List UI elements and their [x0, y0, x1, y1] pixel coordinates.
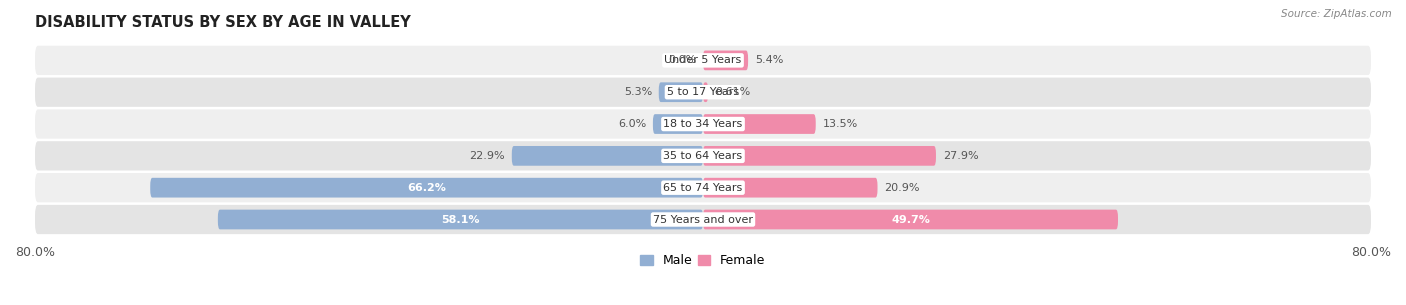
FancyBboxPatch shape	[703, 210, 1118, 229]
Text: 18 to 34 Years: 18 to 34 Years	[664, 119, 742, 129]
Text: 5.3%: 5.3%	[624, 87, 652, 97]
Text: 35 to 64 Years: 35 to 64 Years	[664, 151, 742, 161]
FancyBboxPatch shape	[218, 210, 703, 229]
Text: 66.2%: 66.2%	[408, 183, 446, 193]
FancyBboxPatch shape	[150, 178, 703, 198]
Text: 5.4%: 5.4%	[755, 56, 783, 65]
Text: 5 to 17 Years: 5 to 17 Years	[666, 87, 740, 97]
Text: 6.0%: 6.0%	[619, 119, 647, 129]
Text: 13.5%: 13.5%	[823, 119, 858, 129]
FancyBboxPatch shape	[35, 173, 1371, 202]
Text: DISABILITY STATUS BY SEX BY AGE IN VALLEY: DISABILITY STATUS BY SEX BY AGE IN VALLE…	[35, 15, 411, 30]
FancyBboxPatch shape	[35, 46, 1371, 75]
Text: 58.1%: 58.1%	[441, 214, 479, 224]
Text: 75 Years and over: 75 Years and over	[652, 214, 754, 224]
FancyBboxPatch shape	[35, 77, 1371, 107]
Text: 22.9%: 22.9%	[470, 151, 505, 161]
Text: 0.61%: 0.61%	[714, 87, 749, 97]
FancyBboxPatch shape	[35, 205, 1371, 234]
Text: 27.9%: 27.9%	[942, 151, 979, 161]
FancyBboxPatch shape	[703, 82, 709, 102]
FancyBboxPatch shape	[652, 114, 703, 134]
FancyBboxPatch shape	[703, 178, 877, 198]
Text: 0.0%: 0.0%	[668, 56, 696, 65]
Text: Under 5 Years: Under 5 Years	[665, 56, 741, 65]
FancyBboxPatch shape	[512, 146, 703, 166]
FancyBboxPatch shape	[659, 82, 703, 102]
FancyBboxPatch shape	[35, 109, 1371, 139]
FancyBboxPatch shape	[703, 146, 936, 166]
FancyBboxPatch shape	[35, 141, 1371, 170]
FancyBboxPatch shape	[703, 51, 748, 70]
Legend: Male, Female: Male, Female	[636, 249, 770, 272]
Text: Source: ZipAtlas.com: Source: ZipAtlas.com	[1281, 9, 1392, 19]
Text: 65 to 74 Years: 65 to 74 Years	[664, 183, 742, 193]
Text: 20.9%: 20.9%	[884, 183, 920, 193]
FancyBboxPatch shape	[703, 114, 815, 134]
Text: 49.7%: 49.7%	[891, 214, 929, 224]
